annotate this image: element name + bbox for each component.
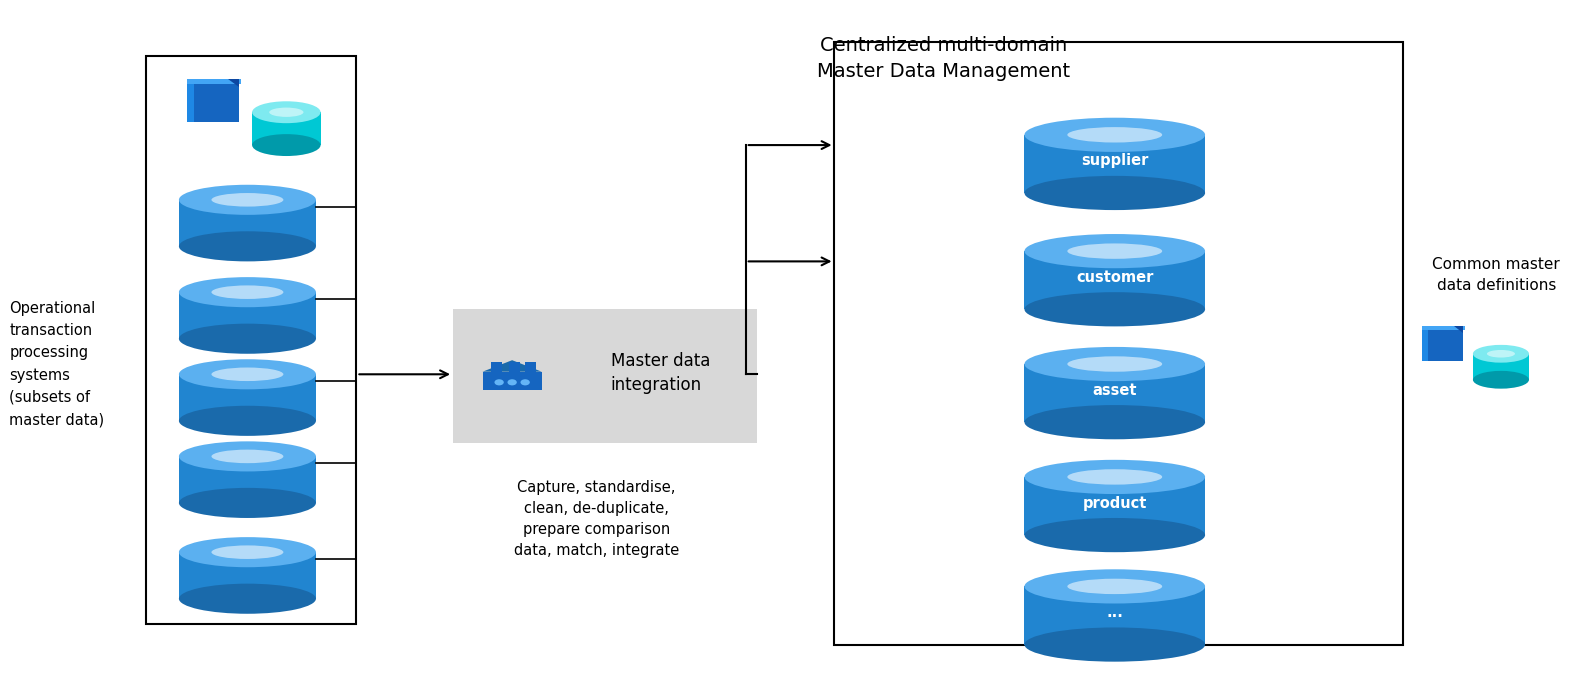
Ellipse shape bbox=[180, 406, 317, 436]
FancyBboxPatch shape bbox=[1473, 354, 1529, 380]
Ellipse shape bbox=[211, 545, 284, 559]
FancyBboxPatch shape bbox=[187, 80, 194, 122]
FancyBboxPatch shape bbox=[180, 292, 317, 339]
Ellipse shape bbox=[180, 359, 317, 390]
FancyBboxPatch shape bbox=[1422, 326, 1463, 361]
Ellipse shape bbox=[1473, 371, 1529, 389]
Ellipse shape bbox=[180, 584, 317, 613]
Ellipse shape bbox=[211, 449, 284, 463]
Ellipse shape bbox=[252, 101, 321, 123]
FancyBboxPatch shape bbox=[1024, 364, 1205, 423]
Polygon shape bbox=[482, 360, 542, 372]
FancyBboxPatch shape bbox=[454, 309, 756, 442]
FancyBboxPatch shape bbox=[1024, 477, 1205, 535]
FancyBboxPatch shape bbox=[180, 456, 317, 503]
Ellipse shape bbox=[1068, 243, 1162, 259]
Ellipse shape bbox=[1024, 292, 1205, 326]
FancyBboxPatch shape bbox=[482, 372, 542, 390]
FancyBboxPatch shape bbox=[1024, 135, 1205, 193]
Ellipse shape bbox=[180, 185, 317, 215]
Text: Centralized multi-domain
Master Data Management: Centralized multi-domain Master Data Man… bbox=[817, 36, 1069, 81]
Text: ...: ... bbox=[1106, 605, 1123, 620]
Ellipse shape bbox=[1024, 405, 1205, 439]
Polygon shape bbox=[1454, 326, 1463, 333]
Text: asset: asset bbox=[1093, 383, 1137, 398]
Ellipse shape bbox=[1068, 127, 1162, 142]
Ellipse shape bbox=[1487, 350, 1515, 357]
FancyBboxPatch shape bbox=[252, 112, 321, 145]
Ellipse shape bbox=[180, 277, 317, 307]
Text: Master data
integration: Master data integration bbox=[611, 352, 710, 394]
Text: product: product bbox=[1082, 495, 1147, 510]
FancyBboxPatch shape bbox=[1422, 326, 1427, 361]
Text: supplier: supplier bbox=[1080, 153, 1148, 168]
Ellipse shape bbox=[1024, 518, 1205, 552]
Ellipse shape bbox=[252, 134, 321, 156]
FancyBboxPatch shape bbox=[491, 361, 502, 372]
Ellipse shape bbox=[1024, 627, 1205, 662]
FancyBboxPatch shape bbox=[187, 80, 239, 122]
Ellipse shape bbox=[1068, 357, 1162, 372]
Text: Operational
transaction
processing
systems
(subsets of
master data): Operational transaction processing syste… bbox=[9, 301, 104, 427]
Ellipse shape bbox=[1473, 345, 1529, 363]
Ellipse shape bbox=[1068, 469, 1162, 484]
Text: Common master
data definitions: Common master data definitions bbox=[1432, 257, 1561, 293]
FancyBboxPatch shape bbox=[187, 80, 241, 85]
Ellipse shape bbox=[269, 108, 304, 117]
Ellipse shape bbox=[211, 285, 284, 299]
Ellipse shape bbox=[1024, 347, 1205, 381]
FancyBboxPatch shape bbox=[1422, 326, 1465, 330]
Ellipse shape bbox=[180, 537, 317, 567]
Ellipse shape bbox=[1024, 570, 1205, 603]
Ellipse shape bbox=[180, 441, 317, 471]
FancyBboxPatch shape bbox=[180, 552, 317, 598]
FancyBboxPatch shape bbox=[180, 374, 317, 421]
Ellipse shape bbox=[1024, 234, 1205, 268]
Polygon shape bbox=[228, 80, 239, 87]
FancyBboxPatch shape bbox=[1024, 587, 1205, 644]
Ellipse shape bbox=[520, 379, 529, 385]
FancyBboxPatch shape bbox=[146, 56, 356, 624]
Ellipse shape bbox=[507, 379, 517, 385]
FancyBboxPatch shape bbox=[526, 361, 537, 372]
Text: customer: customer bbox=[1076, 270, 1153, 285]
FancyBboxPatch shape bbox=[180, 200, 317, 247]
Text: Capture, standardise,
clean, de-duplicate,
prepare comparison
data, match, integ: Capture, standardise, clean, de-duplicat… bbox=[513, 480, 679, 559]
FancyBboxPatch shape bbox=[509, 361, 520, 372]
Ellipse shape bbox=[495, 379, 504, 385]
Ellipse shape bbox=[1068, 578, 1162, 594]
Ellipse shape bbox=[1024, 176, 1205, 210]
FancyBboxPatch shape bbox=[1024, 251, 1205, 309]
Ellipse shape bbox=[180, 232, 317, 261]
Ellipse shape bbox=[180, 324, 317, 354]
Ellipse shape bbox=[1024, 460, 1205, 494]
FancyBboxPatch shape bbox=[835, 43, 1403, 644]
Ellipse shape bbox=[180, 488, 317, 518]
Ellipse shape bbox=[1024, 117, 1205, 152]
Ellipse shape bbox=[211, 193, 284, 207]
Ellipse shape bbox=[211, 368, 284, 381]
